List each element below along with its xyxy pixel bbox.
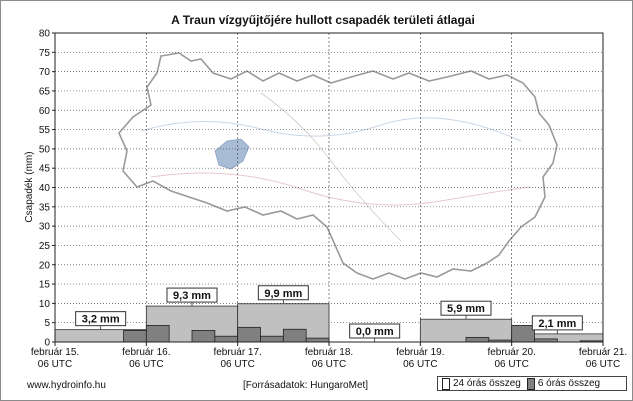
catchment-map: [118, 52, 558, 280]
y-tick-label: 70: [39, 67, 51, 78]
bar-6h: [260, 335, 284, 343]
legend-swatch-6h: [526, 377, 535, 390]
chart-title: A Traun vízgyűjtőjére hullott csapadék t…: [171, 13, 475, 27]
grid: [54, 32, 604, 343]
data-label-box: [166, 287, 218, 303]
legend-label-6h: 6 órás összeg: [537, 378, 601, 389]
lake-shape: [214, 138, 250, 170]
x-tick-label-date: február 20.: [487, 347, 535, 358]
x-tick-label-time: 06 UTC: [220, 359, 254, 370]
y-tick-label: 0: [44, 338, 50, 349]
x-tick-label-time: 06 UTC: [403, 359, 437, 370]
x-tick-label-date: február 19.: [396, 347, 444, 358]
bar-6h: [305, 337, 330, 343]
y-tick-label: 35: [39, 202, 51, 213]
catchment-outline: [118, 52, 558, 280]
x-tick-label-time: 06 UTC: [494, 359, 528, 370]
y-tick-label: 65: [39, 86, 51, 97]
legend-label-24h: 24 órás összeg: [453, 378, 521, 389]
data-label-box: [440, 300, 492, 316]
data-label: 9,9 mm: [264, 288, 302, 300]
y-tick-label: 45: [39, 164, 51, 175]
data-label: 9,3 mm: [173, 290, 211, 302]
legend-item-6h: 6 órás összeg: [526, 377, 601, 390]
x-tick-label-time: 06 UTC: [312, 359, 346, 370]
y-tick-label: 75: [39, 48, 51, 59]
series-6h: [123, 324, 604, 343]
bar-6h: [282, 328, 307, 343]
y-tick-label: 50: [39, 144, 51, 155]
legend-item-24h: 24 órás összeg: [442, 377, 521, 390]
data-label-box: [257, 285, 309, 301]
y-axis-label: Csapadék (mm): [24, 151, 35, 222]
y-tick-label: 15: [39, 280, 51, 291]
y-tick-label: 55: [39, 125, 51, 136]
y-tick-label: 30: [39, 222, 51, 233]
y-tick-label: 5: [44, 318, 50, 329]
x-tick-label-time: 06 UTC: [129, 359, 163, 370]
river-line: [140, 117, 522, 142]
y-tick-label: 80: [39, 29, 51, 40]
data-label: 3,2 mm: [82, 314, 120, 326]
bar-6h: [214, 335, 239, 343]
bar-6h: [145, 324, 170, 343]
bar-6h: [237, 326, 261, 343]
x-tick-label-time: 06 UTC: [38, 359, 72, 370]
bar-6h: [191, 330, 216, 343]
bar-6h: [465, 336, 490, 343]
bar-6h: [511, 324, 535, 343]
y-tick-label: 40: [39, 183, 51, 194]
source-text: [Forrásadatok: HungaroMet]: [243, 380, 369, 391]
data-labels: 3,2 mm 9,3 mm 9,9 mm 0,0 mm 5,9 mm 2,1 mm: [75, 285, 583, 342]
axes: 0 5 10 15 20 25 30 35 40 45 50 55 60 65 70 75 80 február …: [31, 29, 627, 371]
border-line: [150, 172, 532, 206]
x-tick-label-date: február 17.: [213, 347, 261, 358]
data-label-box: [349, 323, 401, 339]
x-tick-label-date: február 21.: [579, 347, 627, 358]
x-tick-label-time: 06 UTC: [586, 359, 620, 370]
legend-swatch-24h: [442, 377, 450, 390]
x-tick-label-date: február 18.: [305, 347, 353, 358]
data-label-box: [531, 315, 583, 331]
y-tick-label: 20: [39, 260, 51, 271]
y-tick-label: 10: [39, 299, 51, 310]
bar-6h: [123, 330, 147, 343]
x-tick-label-date: február 16.: [122, 347, 170, 358]
x-tick-label-date: február 15.: [31, 347, 79, 358]
legend: 24 órás összeg 6 órás összeg: [437, 376, 627, 391]
data-label: 5,9 mm: [447, 303, 485, 315]
data-label: 2,1 mm: [538, 318, 576, 330]
website-text: www.hydroinfo.hu: [27, 380, 106, 391]
y-tick-label: 60: [39, 106, 51, 117]
data-label-box: [75, 311, 127, 327]
road-line: [260, 92, 402, 242]
data-label: 0,0 mm: [356, 326, 394, 338]
y-tick-label: 25: [39, 241, 51, 252]
